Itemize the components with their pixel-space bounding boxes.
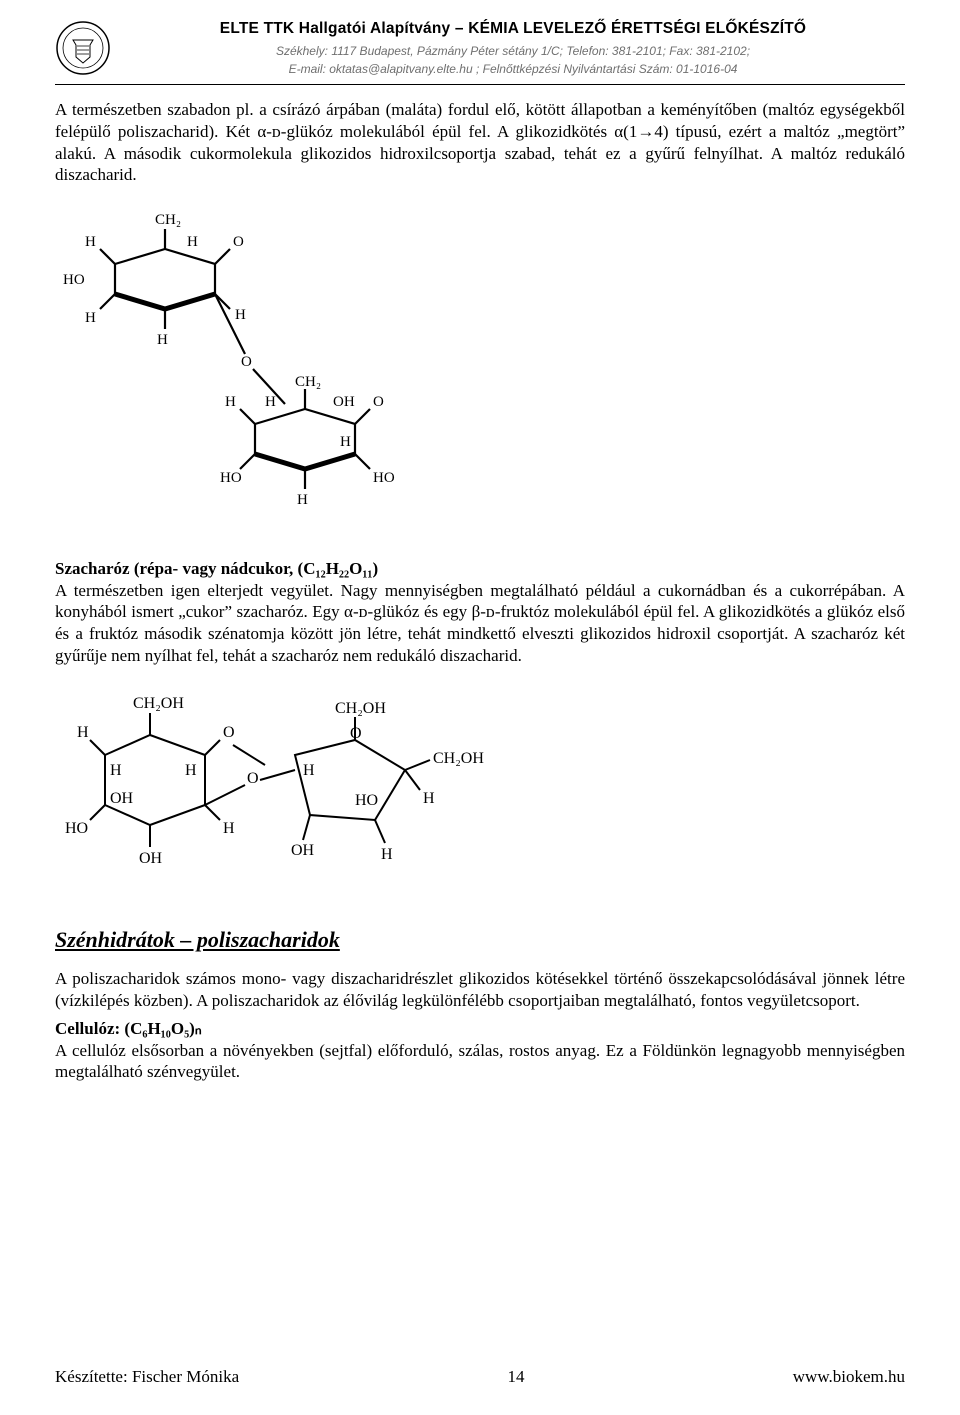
svg-text:CH₂: CH₂ xyxy=(295,374,321,390)
svg-text:OH: OH xyxy=(139,850,163,867)
page-header: ELTE TTK Hallgatói Alapítvány – KÉMIA LE… xyxy=(55,20,905,85)
svg-text:H: H xyxy=(297,492,308,508)
svg-text:H: H xyxy=(423,790,435,807)
svg-text:H: H xyxy=(223,820,235,837)
cellulose-body: A cellulóz elsősorban a növényekben (sej… xyxy=(55,1041,905,1082)
svg-text:HO: HO xyxy=(63,272,85,288)
svg-text:O: O xyxy=(247,770,259,787)
svg-text:H: H xyxy=(381,846,393,863)
document-body: A természetben szabadon pl. a csírázó ár… xyxy=(55,99,905,1083)
footer-url: www.biokem.hu xyxy=(793,1367,905,1387)
header-contact-line: E-mail: oktatas@alapitvany.elte.hu ; Fel… xyxy=(121,60,905,78)
svg-text:H: H xyxy=(265,394,276,410)
svg-text:H: H xyxy=(235,307,246,323)
paragraph-cellulose: Cellulóz: (C₆H₁₀O₅)ₙ A cellulóz elsősorb… xyxy=(55,1018,905,1083)
svg-text:O: O xyxy=(241,354,252,370)
svg-text:H: H xyxy=(225,394,236,410)
footer-page-number: 14 xyxy=(507,1367,524,1387)
svg-text:H: H xyxy=(185,762,197,779)
paragraph-polysaccharides: A poliszacharidok számos mono- vagy disz… xyxy=(55,968,905,1012)
footer-author: Készítette: Fischer Mónika xyxy=(55,1367,239,1387)
svg-text:H: H xyxy=(157,332,168,348)
svg-text:HO: HO xyxy=(65,820,88,837)
svg-text:OH: OH xyxy=(333,394,355,410)
header-address-line: Székhely: 1117 Budapest, Pázmány Péter s… xyxy=(121,42,905,60)
page-footer: Készítette: Fischer Mónika 14 www.biokem… xyxy=(55,1367,905,1387)
svg-text:H: H xyxy=(85,310,96,326)
svg-text:CH₂OH: CH₂OH xyxy=(433,750,484,767)
svg-text:H: H xyxy=(110,762,122,779)
svg-text:H: H xyxy=(340,434,351,450)
svg-text:O: O xyxy=(223,724,235,741)
figure-sucrose-structure: O CH₂OH H HO OH H H OH H O xyxy=(55,675,905,901)
svg-text:HO: HO xyxy=(220,470,242,486)
svg-text:HO: HO xyxy=(373,470,395,486)
svg-text:CH₂OH: CH₂OH xyxy=(133,695,184,712)
svg-text:H: H xyxy=(303,762,315,779)
svg-text:H: H xyxy=(85,234,96,250)
svg-text:O: O xyxy=(373,394,384,410)
svg-text:H: H xyxy=(77,724,89,741)
page: ELTE TTK Hallgatói Alapítvány – KÉMIA LE… xyxy=(0,0,960,1415)
figure-maltose-structure: O CH₂ H HO H H H H O xyxy=(55,194,905,540)
header-text-block: ELTE TTK Hallgatói Alapítvány – KÉMIA LE… xyxy=(121,20,905,78)
svg-text:O: O xyxy=(233,234,244,250)
svg-text:CH₂OH: CH₂OH xyxy=(335,700,386,717)
svg-text:OH: OH xyxy=(291,842,315,859)
paragraph-maltose: A természetben szabadon pl. a csírázó ár… xyxy=(55,99,905,186)
cellulose-title: Cellulóz: (C₆H₁₀O₅)ₙ xyxy=(55,1019,202,1038)
svg-text:OH: OH xyxy=(110,790,134,807)
svg-text:CH₂: CH₂ xyxy=(155,212,181,228)
svg-text:H: H xyxy=(187,234,198,250)
university-seal-icon xyxy=(55,20,111,76)
header-title: ELTE TTK Hallgatói Alapítvány – KÉMIA LE… xyxy=(121,20,905,38)
sucrose-body: A természetben igen elterjedt vegyület. … xyxy=(55,581,905,665)
section-heading-polysaccharides: Szénhidrátok – poliszacharidok xyxy=(55,926,905,954)
sucrose-title: Szacharóz (répa- vagy nádcukor, (C₁₂H₂₂O… xyxy=(55,559,378,578)
paragraph-sucrose: Szacharóz (répa- vagy nádcukor, (C₁₂H₂₂O… xyxy=(55,558,905,667)
svg-text:HO: HO xyxy=(355,792,378,809)
